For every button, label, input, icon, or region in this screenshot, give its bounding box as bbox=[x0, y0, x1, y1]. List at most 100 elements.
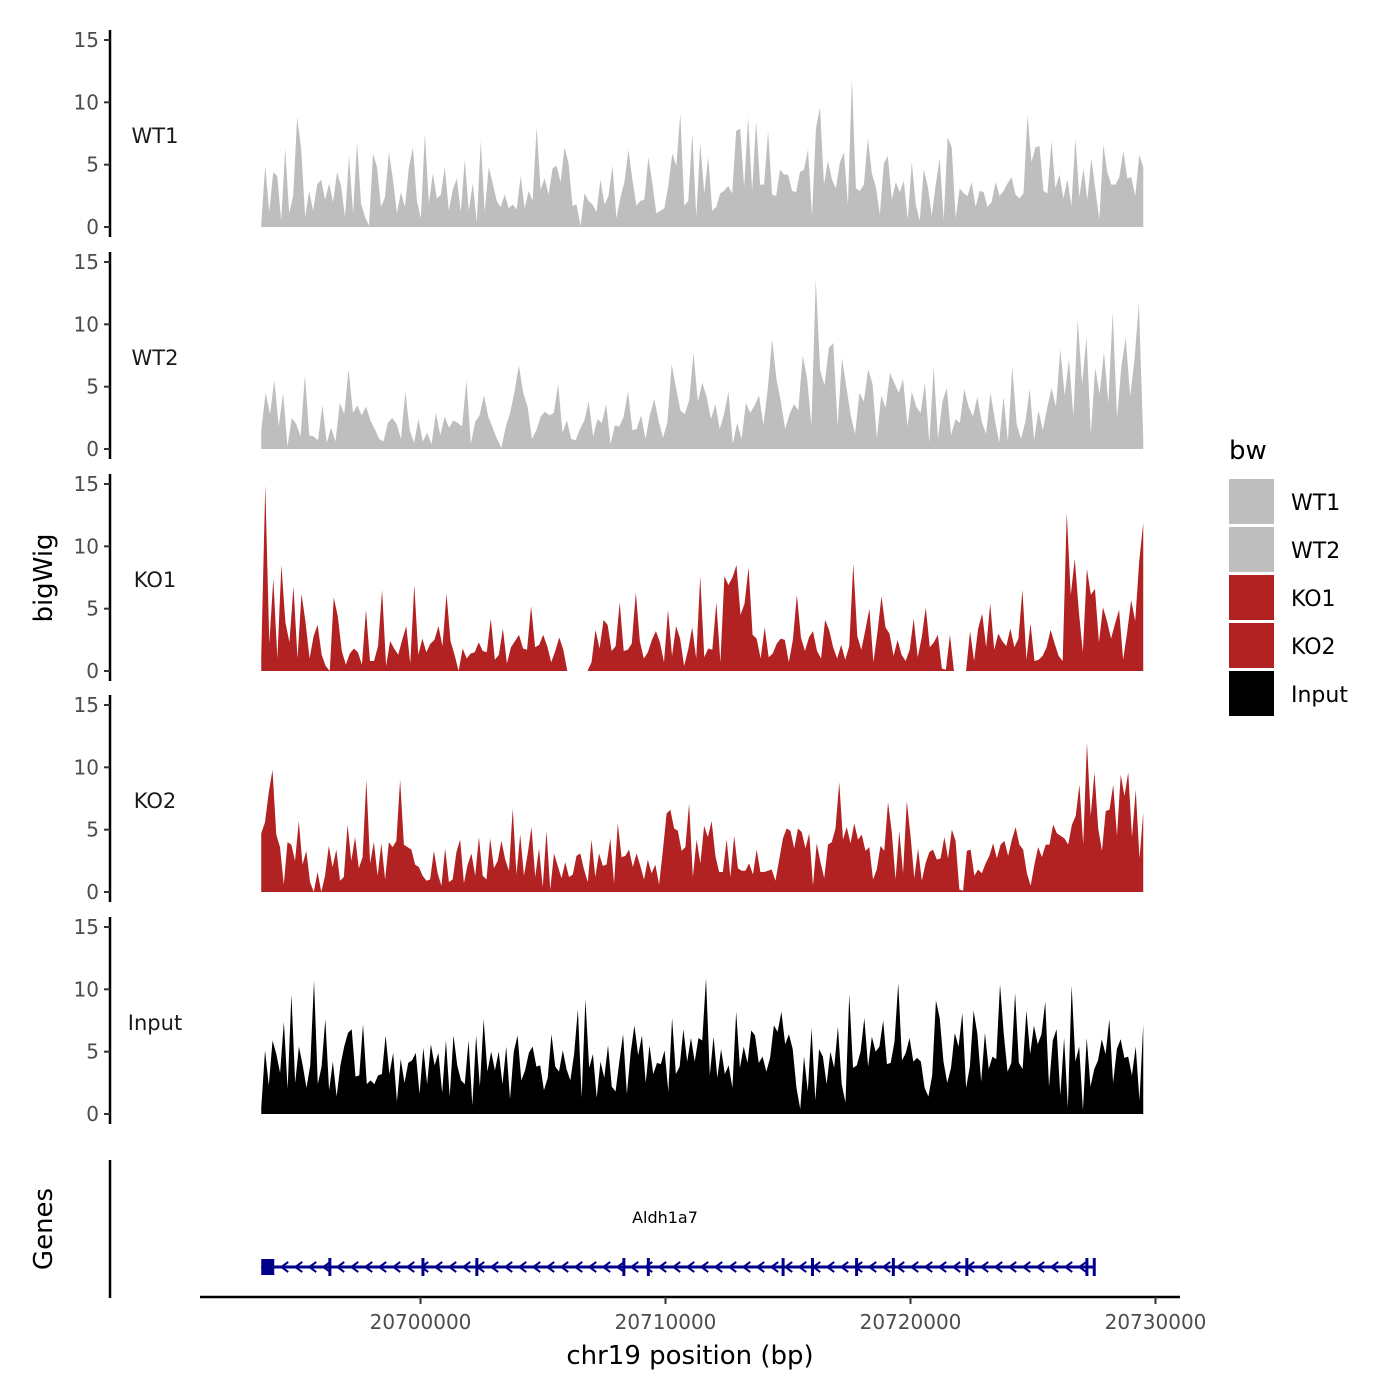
gene-exon bbox=[421, 1258, 425, 1276]
strand-arrow bbox=[307, 1261, 317, 1273]
strand-arrow bbox=[461, 1261, 471, 1273]
strand-arrow bbox=[657, 1261, 667, 1273]
x-tick-label: 20700000 bbox=[370, 1310, 472, 1334]
signal-area-wt1 bbox=[261, 78, 1144, 228]
strand-arrow bbox=[335, 1261, 345, 1273]
strand-arrow bbox=[447, 1261, 457, 1273]
strand-arrow bbox=[405, 1261, 415, 1273]
strand-arrow bbox=[531, 1261, 541, 1273]
y-tick-label: 15 bbox=[74, 915, 99, 939]
strand-arrow bbox=[321, 1261, 331, 1273]
strand-arrow bbox=[1049, 1261, 1059, 1273]
strand-arrow bbox=[895, 1261, 905, 1273]
signal-tracks: 0 5 10 15 WT1 0 5 10 15 WT2 0 5 10 15 KO1 0 5 10 15 KO2 0 5 10… bbox=[74, 28, 1144, 1126]
gene-model: Aldh1a7 bbox=[261, 1208, 1096, 1276]
strand-arrow bbox=[923, 1261, 933, 1273]
gene-exon bbox=[781, 1258, 785, 1276]
strand-arrow bbox=[769, 1261, 779, 1273]
track-label: WT2 bbox=[132, 346, 179, 370]
legend-label-wt2: WT2 bbox=[1291, 539, 1340, 564]
y-tick-label: 10 bbox=[74, 312, 99, 336]
x-tick-label: 20720000 bbox=[860, 1310, 962, 1334]
gene-exon bbox=[475, 1258, 479, 1276]
strand-arrow bbox=[699, 1261, 709, 1273]
y-tick-label: 10 bbox=[74, 977, 99, 1001]
strand-arrow bbox=[1077, 1261, 1087, 1273]
strand-arrow bbox=[587, 1261, 597, 1273]
y-tick-label: 10 bbox=[74, 534, 99, 558]
strand-arrow bbox=[419, 1261, 429, 1273]
legend-label-input: Input bbox=[1291, 683, 1348, 708]
strand-arrow bbox=[755, 1261, 765, 1273]
y-tick-label: 15 bbox=[74, 28, 99, 52]
gene-exon bbox=[855, 1258, 859, 1276]
strand-arrow bbox=[363, 1261, 373, 1273]
y-tick-label: 5 bbox=[86, 375, 99, 399]
strand-arrow bbox=[643, 1261, 653, 1273]
strand-arrow bbox=[489, 1261, 499, 1273]
y-tick-label: 5 bbox=[86, 1040, 99, 1064]
y-tick-label: 5 bbox=[86, 818, 99, 842]
y-tick-label: 0 bbox=[86, 880, 99, 904]
strand-arrow bbox=[1035, 1261, 1045, 1273]
strand-arrow bbox=[951, 1261, 961, 1273]
gene-exon bbox=[261, 1259, 275, 1275]
strand-arrow bbox=[1063, 1261, 1073, 1273]
gene-exon bbox=[1085, 1258, 1089, 1276]
strand-arrow bbox=[293, 1261, 303, 1273]
y-tick-label: 0 bbox=[86, 659, 99, 683]
legend-title: bw bbox=[1229, 436, 1267, 466]
strand-arrow bbox=[909, 1261, 919, 1273]
strand-arrow bbox=[1021, 1261, 1031, 1273]
signal-area-ko1 bbox=[261, 485, 1144, 671]
strand-arrow bbox=[517, 1261, 527, 1273]
strand-arrow bbox=[391, 1261, 401, 1273]
strand-arrow bbox=[937, 1261, 947, 1273]
strand-arrow bbox=[839, 1261, 849, 1273]
gene-exon bbox=[1092, 1258, 1096, 1276]
track-ko2: 0 5 10 15 KO2 bbox=[74, 693, 1144, 904]
y-tick-label: 15 bbox=[74, 693, 99, 717]
legend: bw WT1 WT2 KO1 KO2 Input bbox=[1229, 436, 1348, 716]
strand-arrow bbox=[979, 1261, 989, 1273]
legend-key-ko1 bbox=[1229, 575, 1274, 620]
track-wt1: 0 5 10 15 WT1 bbox=[74, 28, 1144, 239]
strand-arrow bbox=[671, 1261, 681, 1273]
y-tick-label: 0 bbox=[86, 215, 99, 239]
strand-arrow bbox=[727, 1261, 737, 1273]
track-label: KO2 bbox=[134, 789, 177, 813]
genes-panel: Aldh1a7 bbox=[108, 1160, 1096, 1298]
strand-arrow bbox=[993, 1261, 1003, 1273]
track-label: Input bbox=[128, 1011, 182, 1035]
strand-arrow bbox=[713, 1261, 723, 1273]
signal-area-wt2 bbox=[261, 279, 1144, 449]
y-tick-label: 10 bbox=[74, 90, 99, 114]
signal-area-ko2 bbox=[261, 742, 1144, 892]
strand-arrow bbox=[349, 1261, 359, 1273]
legend-label-wt1: WT1 bbox=[1291, 491, 1340, 516]
gene-name-label: Aldh1a7 bbox=[632, 1208, 698, 1227]
strand-arrow bbox=[881, 1261, 891, 1273]
y-tick-label: 10 bbox=[74, 755, 99, 779]
gene-exon bbox=[811, 1258, 814, 1276]
legend-label-ko2: KO2 bbox=[1291, 635, 1336, 660]
strand-arrow bbox=[573, 1261, 583, 1273]
gene-exon bbox=[965, 1258, 969, 1276]
x-axis-title: chr19 position (bp) bbox=[566, 1341, 813, 1371]
y-tick-label: 0 bbox=[86, 1102, 99, 1126]
strand-arrow bbox=[1007, 1261, 1017, 1273]
strand-arrow bbox=[615, 1261, 625, 1273]
gene-exon bbox=[891, 1258, 895, 1276]
strand-arrow bbox=[377, 1261, 387, 1273]
strand-arrow bbox=[867, 1261, 877, 1273]
strand-arrow bbox=[601, 1261, 611, 1273]
legend-key-input bbox=[1229, 671, 1274, 716]
strand-arrow bbox=[685, 1261, 695, 1273]
track-wt2: 0 5 10 15 WT2 bbox=[74, 250, 1144, 461]
x-tick-label: 20730000 bbox=[1105, 1310, 1207, 1334]
gene-exon bbox=[622, 1258, 626, 1276]
legend-key-wt2 bbox=[1229, 527, 1274, 572]
y-tick-label: 5 bbox=[86, 597, 99, 621]
